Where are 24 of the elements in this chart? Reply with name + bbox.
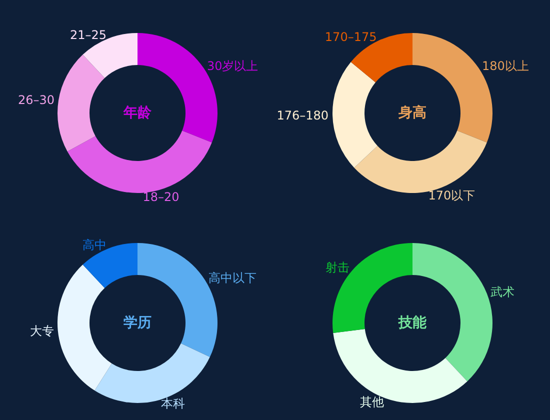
slice-label: 高中 bbox=[82, 238, 107, 252]
slice-label: 26–30 bbox=[18, 92, 55, 107]
slice-label: 170以下 bbox=[428, 188, 476, 203]
slice-label: 30岁以上 bbox=[206, 58, 258, 73]
text: 身高 bbox=[398, 104, 426, 121]
slice-label: 大专 bbox=[30, 324, 54, 338]
slice-label: 射击 bbox=[325, 260, 350, 274]
donut-slice bbox=[67, 130, 212, 193]
donut-slice bbox=[332, 62, 378, 168]
slice-label: 21–25 bbox=[70, 28, 107, 42]
donut-slice bbox=[412, 243, 492, 382]
text: 学历 bbox=[124, 315, 152, 331]
slice-label: 本科 bbox=[160, 396, 185, 411]
text: 技能 bbox=[398, 315, 428, 331]
slice-label: 170–175 bbox=[324, 30, 377, 44]
text: 年龄 bbox=[122, 105, 152, 121]
slice-label: 180以上 bbox=[482, 58, 529, 73]
slice-label: 高中以下 bbox=[208, 270, 256, 285]
slice-label: 其他 bbox=[360, 395, 384, 410]
slice-label: 武术 bbox=[490, 285, 515, 300]
slice-label: 176–180 bbox=[276, 108, 329, 123]
donut-slice bbox=[58, 264, 112, 391]
donut-slice bbox=[58, 54, 105, 152]
slice-label: 18–20 bbox=[142, 190, 180, 204]
